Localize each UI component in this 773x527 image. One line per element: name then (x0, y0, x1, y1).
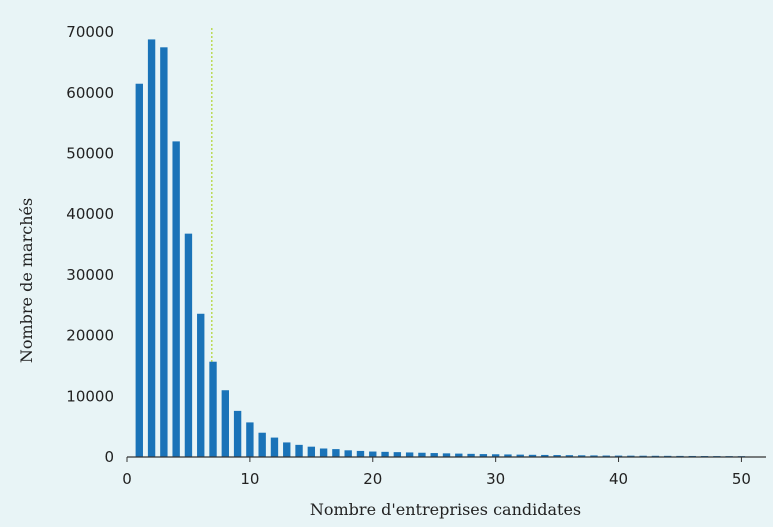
bar-2 (147, 39, 156, 458)
bar-25 (430, 453, 438, 457)
bar-32 (516, 454, 524, 457)
bar-15 (307, 446, 316, 457)
bar-8 (221, 390, 229, 457)
bar-6 (197, 313, 205, 457)
x-tick-label-40: 40 (609, 470, 628, 488)
y-tick-label-70000: 70000 (66, 23, 114, 41)
x-axis-ticks: 0 10 20 30 40 50 (122, 457, 751, 488)
x-tick-label-10: 10 (240, 470, 259, 488)
bar-11 (258, 432, 266, 457)
y-tick-label-20000: 20000 (66, 327, 114, 345)
bar-1 (135, 83, 143, 458)
bars (135, 39, 746, 458)
bar-21 (381, 451, 389, 457)
bar-36 (565, 455, 574, 457)
y-tick-label-40000: 40000 (66, 205, 114, 223)
bar-20 (369, 451, 377, 457)
bar-33 (528, 454, 537, 457)
bar-29 (479, 454, 488, 457)
y-axis-ticks: 0 10000 20000 30000 40000 50000 60000 70000 (66, 23, 114, 466)
y-tick-label-10000: 10000 (66, 387, 114, 405)
bar-17 (332, 449, 340, 457)
bar-34 (541, 454, 549, 457)
bar-41 (627, 455, 635, 457)
bar-26 (442, 453, 451, 457)
bar-19 (356, 450, 365, 457)
bar-39 (602, 455, 610, 457)
x-tick-label-20: 20 (363, 470, 382, 488)
bar-27 (455, 453, 463, 457)
bar-12 (270, 437, 279, 457)
bar-22 (393, 452, 402, 457)
y-tick-label-50000: 50000 (66, 145, 114, 163)
bar-24 (418, 452, 426, 457)
bar-23 (405, 452, 414, 457)
bar-18 (344, 450, 352, 457)
bar-28 (467, 453, 475, 457)
y-tick-label-60000: 60000 (66, 84, 114, 102)
y-tick-label-30000: 30000 (66, 266, 114, 284)
bar-43 (651, 455, 660, 457)
bar-30 (491, 454, 500, 457)
bar-13 (283, 442, 291, 457)
bar-37 (577, 455, 586, 457)
bar-35 (553, 455, 561, 457)
y-axis-label: Nombre de marchés (17, 198, 36, 363)
bar-14 (295, 444, 303, 457)
bar-38 (590, 455, 598, 457)
bar-10 (246, 422, 254, 457)
x-tick-label-30: 30 (486, 470, 505, 488)
bar-40 (614, 455, 623, 457)
x-axis-label: Nombre d'entreprises candidates (310, 500, 581, 519)
bar-4 (172, 141, 180, 457)
bar-42 (639, 455, 647, 457)
bar-7 (209, 361, 217, 457)
x-tick-label-0: 0 (122, 470, 132, 488)
bar-16 (319, 448, 328, 457)
bar-5 (184, 233, 193, 457)
bar-31 (504, 454, 512, 457)
y-tick-label-0: 0 (104, 448, 114, 466)
bar-3 (160, 47, 168, 457)
x-tick-label-50: 50 (732, 470, 751, 488)
bar-9 (233, 410, 242, 457)
